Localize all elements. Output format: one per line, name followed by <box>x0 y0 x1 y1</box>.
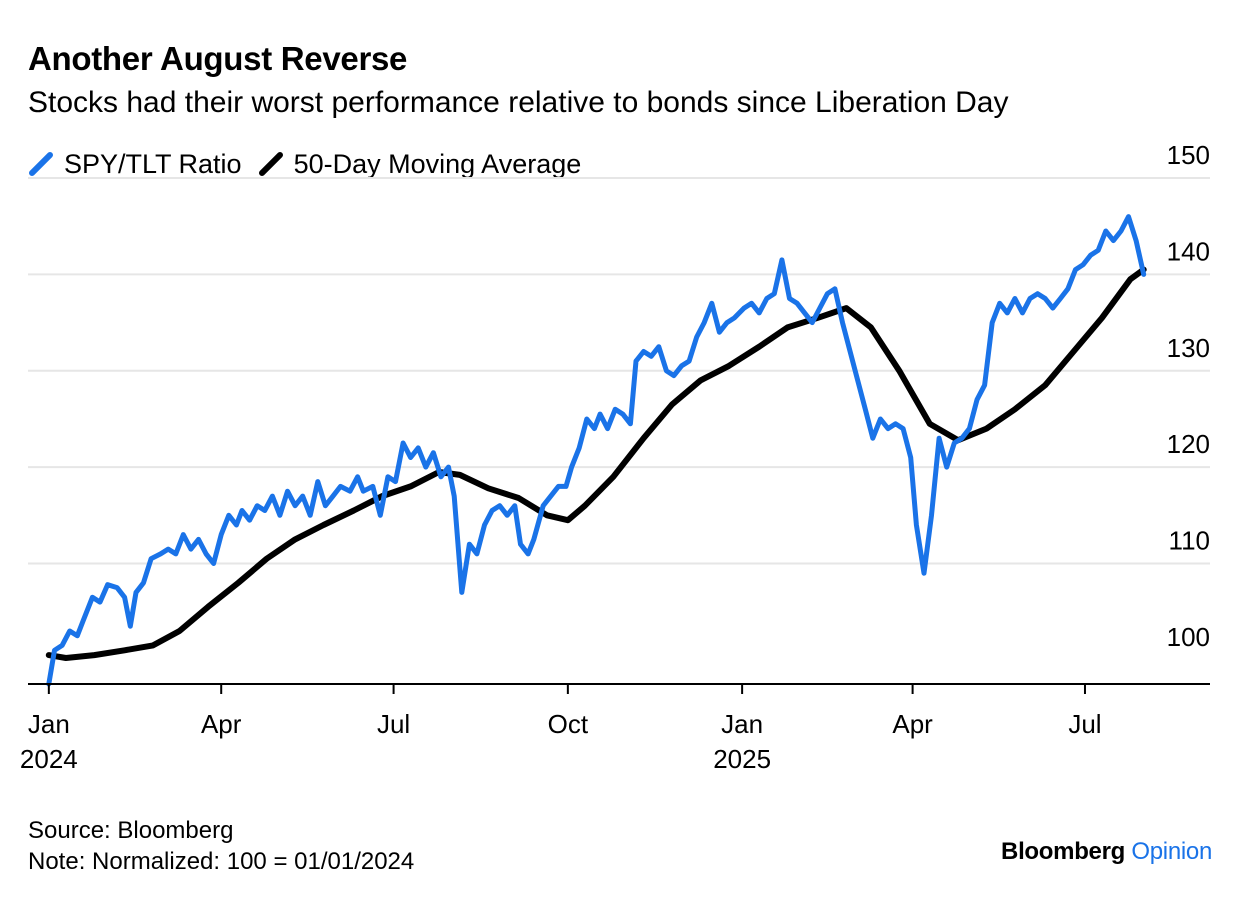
x-tick-label-2024-01-01: Jan <box>28 709 70 739</box>
x-tick-label-2024-04-01: Apr <box>201 709 242 739</box>
normalization-note: Note: Normalized: 100 = 01/01/2024 <box>28 848 415 875</box>
brand-suffix: Opinion <box>1131 838 1212 865</box>
series-line-spy-tlt <box>46 214 1147 687</box>
y-tick-label-100: 100 <box>1167 622 1210 652</box>
x-axis: Jan 2024 Apr Jul Oct Jan 2025 Apr Jul <box>20 683 1210 774</box>
legend-swatch-moving-average <box>258 152 283 176</box>
gridlines <box>28 177 1210 565</box>
brand-name: Bloomberg <box>1001 838 1125 865</box>
legend: SPY/TLT Ratio 50-Day Moving Average <box>28 146 597 182</box>
y-tick-label-120: 120 <box>1167 429 1210 459</box>
y-tick-label-110: 110 <box>1169 526 1210 556</box>
y-tick-label-150: 150 <box>1167 140 1210 170</box>
chart-subtitle: Stocks had their worst performance relat… <box>28 86 1009 119</box>
x-tick-label-2025-04-01: Apr <box>892 709 933 739</box>
chart-title: Another August Reverse <box>28 40 408 77</box>
series-line-moving-average <box>45 266 1147 661</box>
footer: Source: Bloomberg Note: Normalized: 100 … <box>28 815 414 877</box>
x-tick-label-2025-01-01: Jan <box>721 709 763 739</box>
x-tick-label-2025-07-01: Jul <box>1068 709 1101 739</box>
x-tick-year-2025: 2025 <box>713 744 771 774</box>
y-tick-label-140: 140 <box>1167 236 1210 266</box>
legend-item-moving-average: 50-Day Moving Average <box>258 148 582 180</box>
legend-swatch-spy-tlt <box>29 152 53 176</box>
legend-label-spy-tlt: SPY/TLT Ratio <box>64 148 242 179</box>
y-tick-label-130: 130 <box>1167 333 1210 363</box>
series-lines <box>45 214 1147 687</box>
x-tick-label-2024-07-01: Jul <box>377 709 410 739</box>
bloomberg-opinion-logo: Bloomberg Opinion <box>1001 838 1212 866</box>
source-note: Source: Bloomberg <box>28 817 234 844</box>
y-axis: 100 110 120 130 140 150 <box>1167 140 1210 652</box>
x-tick-label-2024-10-01: Oct <box>548 709 589 739</box>
x-tick-year-2024: 2024 <box>20 744 78 774</box>
legend-item-spy-tlt: SPY/TLT Ratio <box>28 149 242 180</box>
legend-label-moving-average: 50-Day Moving Average <box>293 148 582 179</box>
